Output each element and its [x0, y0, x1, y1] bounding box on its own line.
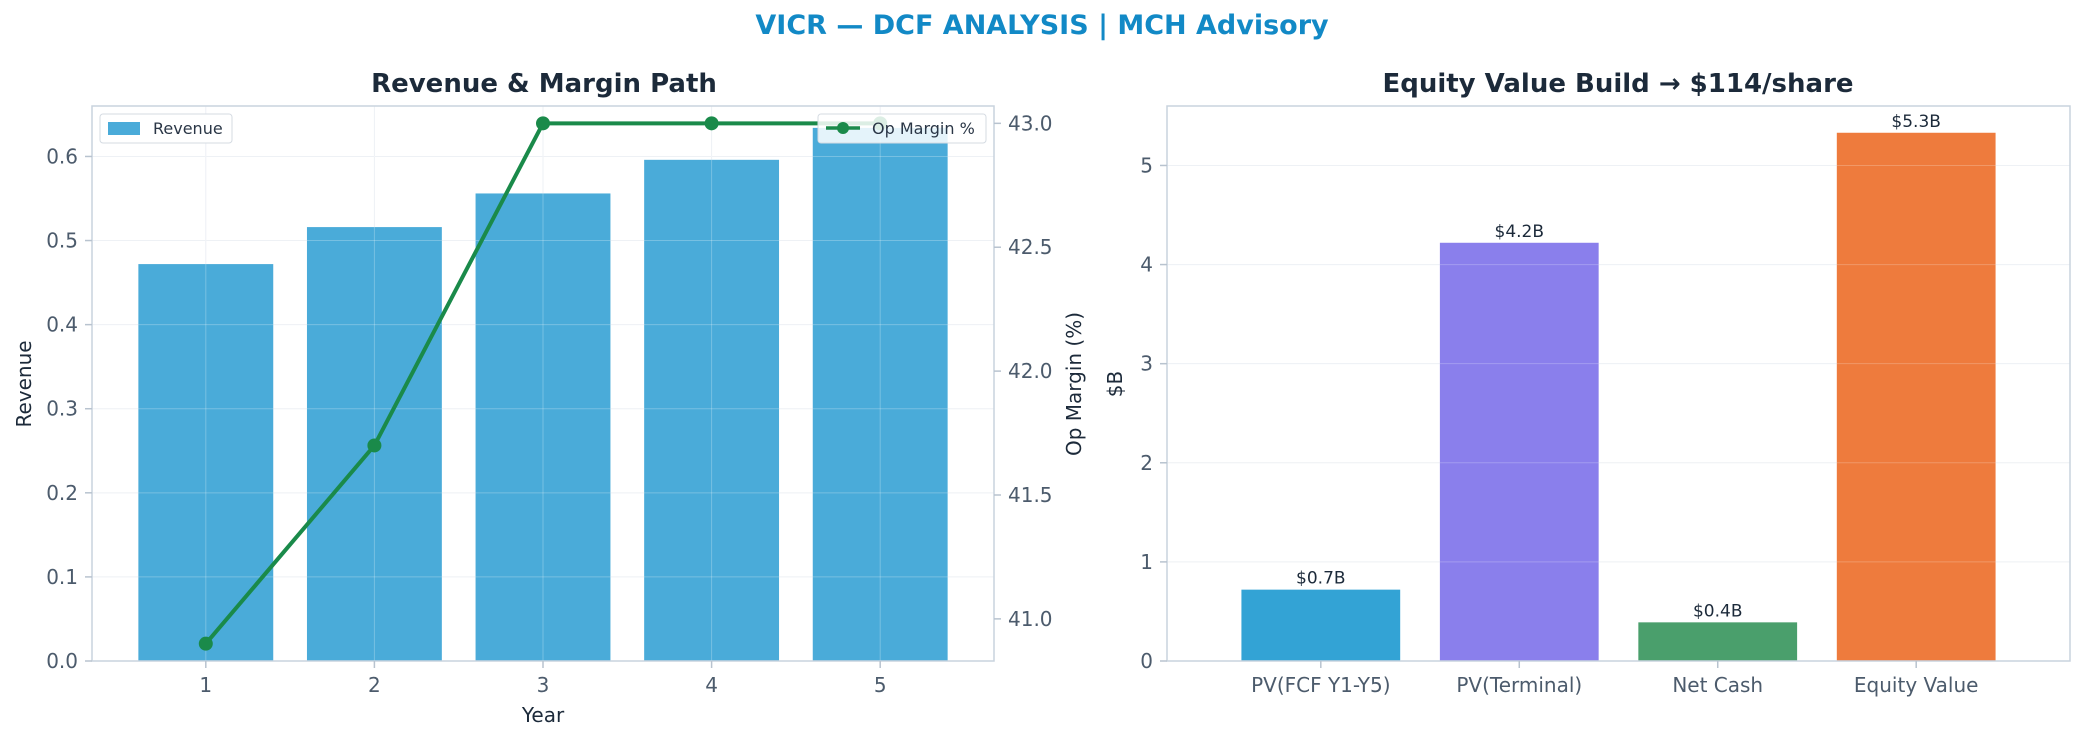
year-x-ticks: 1 2 3 4 5	[199, 661, 887, 697]
op-margin-point	[198, 636, 213, 651]
op-margin-legend: Op Margin %	[817, 113, 987, 144]
equity-y-tick-label: 4	[1140, 253, 1153, 277]
revenue-y-tick-label: 0.3	[46, 397, 78, 421]
margin-y-ticks: 41.0 41.5 42.0 42.5 43.0	[994, 111, 1053, 631]
equity-chart-title: Equity Value Build → $114/share	[1382, 69, 1853, 99]
equity-bar	[1836, 132, 1996, 662]
revenue-y-tick-label: 0.4	[46, 313, 78, 337]
revenue-y-ticks: 0.0 0.1 0.2 0.3 0.4 0.5 0.6	[46, 144, 92, 673]
revenue-y-tick-label: 0.5	[46, 229, 78, 253]
revenue-legend-swatch	[108, 122, 140, 135]
equity-bar	[1439, 242, 1599, 661]
equity-bar	[1241, 589, 1401, 661]
year-tick-label: 4	[705, 673, 718, 697]
op-margin-legend-marker	[837, 122, 849, 134]
margin-y-tick-label: 41.0	[1008, 607, 1053, 631]
margin-y-tick-label: 43.0	[1008, 111, 1053, 135]
figure-suptitle: VICR — DCF ANALYSIS | MCH Advisory	[755, 10, 1329, 41]
op-margin-point	[536, 116, 550, 131]
revenue-y-tick-label: 0.0	[46, 649, 78, 673]
equity-x-tick-label: PV(FCF Y1-Y5)	[1251, 673, 1390, 697]
year-tick-label: 1	[199, 673, 212, 697]
margin-y-tick-label: 41.5	[1008, 483, 1053, 507]
year-tick-label: 3	[537, 673, 550, 697]
margin-y-tick-label: 42.0	[1008, 359, 1053, 383]
equity-bars: $0.7B $4.2B $0.4B $5.3B	[1167, 112, 2070, 662]
equity-y-ticks: 0 1 2 3 4 5	[1140, 153, 1167, 673]
equity-bar-data-label: $5.3B	[1891, 112, 1941, 132]
equity-y-tick-label: 5	[1140, 153, 1153, 177]
equity-y-tick-label: 2	[1140, 451, 1153, 475]
equity-y-axis-label: $B	[1103, 371, 1127, 397]
equity-x-tick-label: PV(Terminal)	[1456, 673, 1582, 697]
equity-bar-data-label: $0.7B	[1296, 569, 1346, 589]
equity-bar	[1638, 622, 1798, 661]
revenue-bars	[92, 106, 994, 662]
revenue-y-tick-label: 0.2	[46, 481, 78, 505]
equity-x-tick-label: Net Cash	[1672, 673, 1763, 697]
revenue-bar	[138, 264, 274, 661]
revenue-legend-label: Revenue	[153, 119, 223, 138]
equity-bar-data-label: $0.4B	[1693, 601, 1743, 621]
op-margin-y-axis-label: Op Margin (%)	[1062, 312, 1086, 456]
op-margin-legend-frame	[817, 113, 987, 144]
op-margin-legend-label: Op Margin %	[872, 119, 975, 138]
revenue-margin-chart: Revenue & Margin Path 0.0 0.1 0.2 0.3 0.4 0.5…	[12, 69, 1086, 727]
equity-plot-frame	[1166, 105, 2071, 662]
equity-value-chart: Equity Value Build → $114/share $0.7B $4.…	[1103, 69, 2071, 697]
year-tick-label: 5	[874, 673, 887, 697]
op-margin-point	[704, 116, 719, 131]
revenue-chart-title: Revenue & Margin Path	[371, 69, 717, 99]
equity-bar-data-label: $4.2B	[1495, 222, 1545, 242]
revenue-bar	[475, 193, 611, 662]
equity-y-tick-label: 0	[1140, 649, 1153, 673]
revenue-x-axis-label: Year	[521, 703, 565, 727]
revenue-y-tick-label: 0.6	[46, 144, 78, 168]
equity-x-tick-label: Equity Value	[1854, 673, 1979, 697]
revenue-y-axis-label: Revenue	[12, 340, 36, 427]
equity-y-tick-label: 3	[1140, 352, 1153, 376]
op-margin-point	[367, 438, 382, 453]
revenue-legend-frame	[99, 113, 233, 144]
revenue-legend: Revenue	[99, 113, 233, 144]
year-tick-label: 2	[368, 673, 381, 697]
margin-y-tick-label: 42.5	[1008, 235, 1053, 259]
equity-x-ticks: PV(FCF Y1-Y5) PV(Terminal) Net Cash Equity …	[1251, 661, 1978, 697]
equity-y-tick-label: 1	[1140, 550, 1153, 574]
revenue-bar	[644, 159, 780, 661]
revenue-y-tick-label: 0.1	[46, 565, 78, 589]
revenue-bar	[812, 127, 948, 661]
